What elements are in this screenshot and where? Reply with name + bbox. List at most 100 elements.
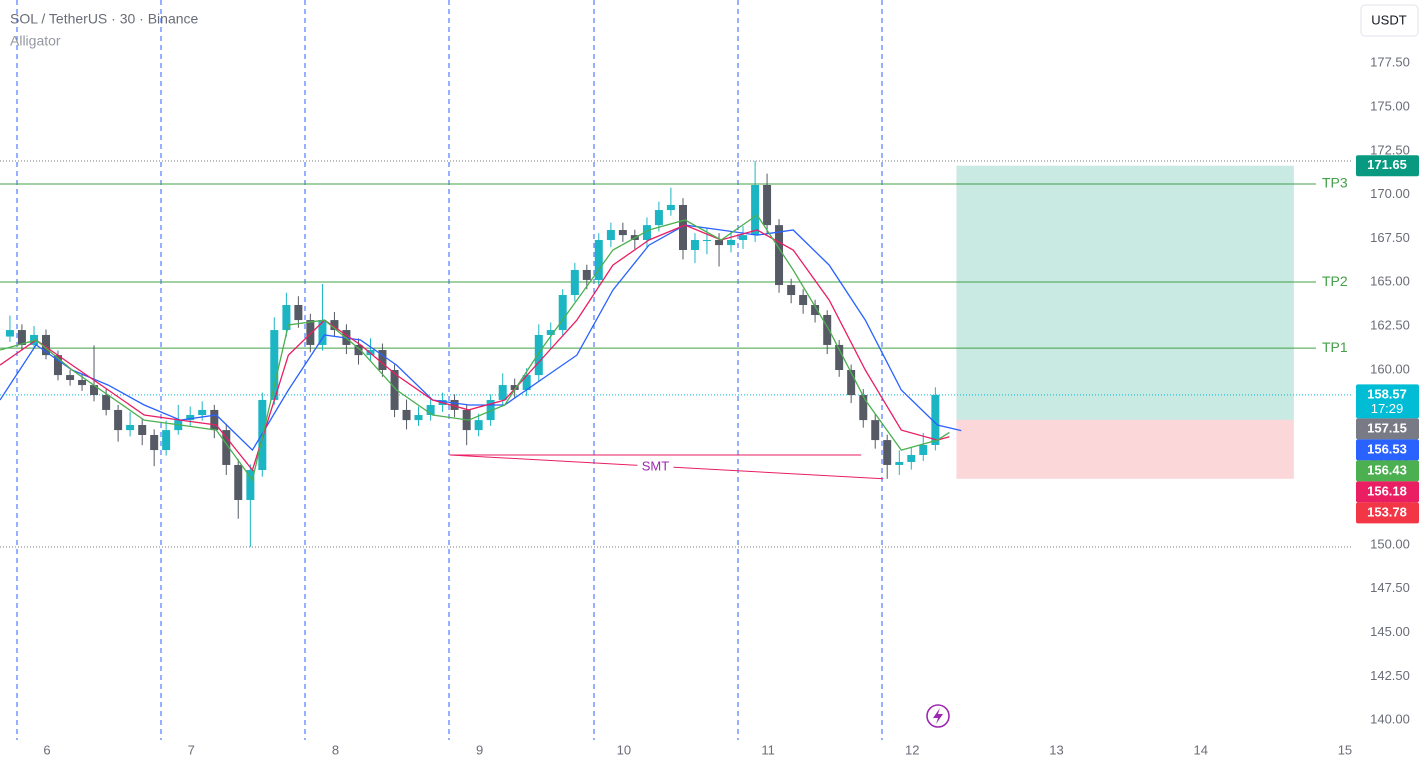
candle-body [390, 370, 399, 410]
y-tick-label: 172.50 [1370, 142, 1410, 157]
candle-body [811, 305, 820, 315]
x-tick-label: 7 [188, 742, 195, 757]
candle-body [402, 409, 411, 421]
candle-body [618, 230, 627, 236]
price-label [1356, 155, 1419, 177]
candle-body [162, 430, 171, 451]
candle-body [751, 185, 760, 236]
x-tick-label: 14 [1193, 742, 1207, 757]
x-tick-label: 6 [43, 742, 50, 757]
candle-body [546, 330, 555, 335]
candle-body [222, 430, 231, 465]
price-label-text: 153.78 [1367, 504, 1407, 519]
candle-body [198, 409, 207, 416]
price-label-text: 157.15 [1367, 420, 1407, 435]
candle-body [102, 395, 111, 410]
candle-body [534, 334, 543, 376]
price-label [1356, 384, 1419, 419]
candle-body [775, 225, 784, 286]
candle-body [558, 295, 567, 331]
candle-body [498, 385, 507, 400]
candle-body [282, 305, 291, 331]
price-axis [1352, 0, 1423, 768]
candle-body [186, 415, 195, 421]
candle-body [114, 409, 123, 431]
y-tick-label: 142.50 [1370, 668, 1410, 683]
candle-body [871, 420, 880, 441]
candle-body [78, 379, 87, 386]
y-tick-label: 167.50 [1370, 230, 1410, 245]
x-tick-label: 9 [476, 742, 483, 757]
candle-body [510, 385, 519, 390]
candle-body [654, 210, 663, 226]
candle-body [642, 225, 651, 241]
candle-body [859, 395, 868, 421]
price-label [1356, 460, 1419, 482]
y-tick-label: 177.50 [1370, 55, 1410, 70]
candle-body [354, 344, 363, 356]
y-tick-label: 140.00 [1370, 712, 1410, 727]
candle-body [666, 204, 675, 211]
currency-button[interactable] [1360, 4, 1419, 37]
candle-body [594, 240, 603, 280]
target-zone [956, 165, 1294, 420]
candle-body [66, 375, 75, 380]
candle-body [727, 240, 736, 246]
candle-body [378, 350, 387, 370]
candle-body [895, 461, 904, 465]
y-tick-label: 145.00 [1370, 624, 1410, 639]
plot-area: TP3 - TP2 - TP1 - SMT [0, 0, 1357, 740]
candle-body [474, 420, 483, 431]
candle-body [715, 240, 724, 246]
candle-body [606, 230, 615, 241]
candle-body [234, 464, 243, 500]
smt-label: SMT [642, 458, 670, 473]
price-label [1356, 481, 1419, 503]
candle-body [414, 415, 423, 421]
candle-body [486, 399, 495, 421]
candle-body [799, 295, 808, 306]
alert-icon[interactable] [926, 704, 950, 728]
level-label: TP3 - [1322, 175, 1357, 191]
price-label [1356, 502, 1419, 524]
y-tick-label: 175.00 [1370, 98, 1410, 113]
candle-body [883, 440, 892, 465]
y-tick-label: 160.00 [1370, 361, 1410, 376]
candle-body [270, 330, 279, 400]
candle-body [306, 320, 315, 345]
countdown-text: 17:29 [1371, 401, 1404, 416]
candle-body [450, 399, 459, 410]
alligator-line [0, 224, 950, 472]
y-tick-label: 147.50 [1370, 580, 1410, 595]
candle-body [126, 425, 135, 431]
x-tick-label: 13 [1049, 742, 1063, 757]
candle-body [907, 454, 916, 462]
price-label [1356, 439, 1419, 461]
candle-body [931, 394, 940, 445]
y-tick-label: 165.00 [1370, 274, 1410, 289]
candle-body [294, 305, 303, 321]
x-tick-label: 15 [1338, 742, 1352, 757]
candle-body [738, 235, 747, 241]
candle-body [17, 330, 26, 345]
x-tick-label: 11 [761, 742, 775, 757]
candle-body [318, 320, 327, 345]
candle-body [210, 409, 219, 431]
chart-title: SOL / TetherUS · 30 · Binance [10, 11, 199, 27]
candle-body [847, 370, 856, 396]
candle-body [763, 185, 772, 226]
x-tick-label: 8 [332, 742, 339, 757]
alligator-line [0, 224, 962, 452]
currency-label[interactable]: USDT [1371, 12, 1406, 27]
stop-zone [956, 419, 1294, 479]
candle-body [42, 334, 51, 356]
x-tick-label: 10 [617, 742, 631, 757]
price-label [1356, 418, 1419, 440]
alligator-line [0, 214, 950, 482]
candle-body [5, 330, 14, 337]
level-label: TP2 - [1322, 273, 1357, 289]
y-tick-label: 170.00 [1370, 186, 1410, 201]
price-label-text: 158.57 [1367, 386, 1407, 401]
